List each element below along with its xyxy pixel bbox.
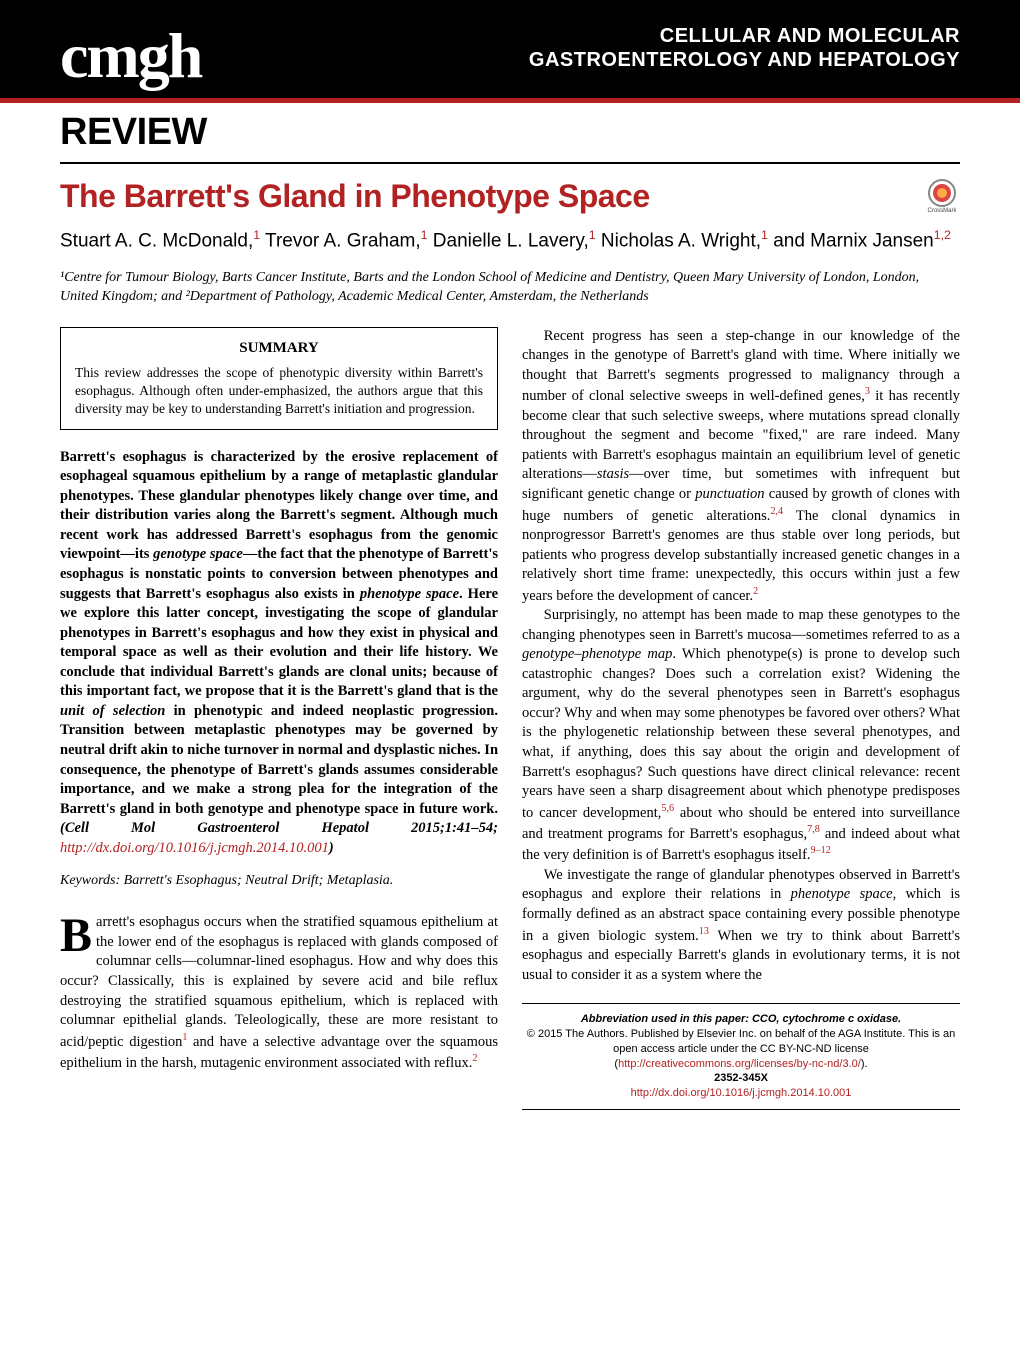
- article-footer: Abbreviation used in this paper: CCO, cy…: [522, 1003, 960, 1110]
- author-name: and Marnix Jansen: [768, 230, 934, 251]
- citation-text: (Cell Mol Gastroenterol Hepatol 2015;1:4…: [60, 820, 498, 836]
- article-type-label: REVIEW: [60, 103, 960, 164]
- abstract-term: phenotype space: [360, 586, 459, 602]
- body-paragraph: Surprisingly, no attempt has been made t…: [522, 606, 960, 866]
- article-body: SUMMARY This review addresses the scope …: [60, 327, 960, 1110]
- author-name: Trevor A. Graham,: [260, 230, 421, 251]
- citation-ref[interactable]: 13: [699, 926, 709, 937]
- body-paragraph: We investigate the range of glandular ph…: [522, 866, 960, 985]
- svg-text:CrossMark: CrossMark: [927, 208, 957, 214]
- article-content: REVIEW The Barrett's Gland in Phenotype …: [0, 103, 1020, 1150]
- affiliation-ref: 1: [421, 228, 428, 242]
- abstract: Barrett's esophagus is characterized by …: [60, 448, 498, 859]
- footer-doi-link[interactable]: http://dx.doi.org/10.1016/j.jcmgh.2014.1…: [631, 1087, 852, 1099]
- citation-ref[interactable]: 2,4: [770, 506, 783, 517]
- summary-text: This review addresses the scope of pheno…: [75, 364, 483, 419]
- citation-ref[interactable]: 7,8: [807, 824, 820, 835]
- body-term: punctuation: [695, 486, 764, 502]
- abstract-text: in phenotypic and indeed neoplastic prog…: [60, 703, 498, 817]
- affiliations: ¹Centre for Tumour Biology, Barts Cancer…: [60, 269, 960, 307]
- keywords-label: Keywords:: [60, 873, 120, 888]
- abstract-term: unit of selection: [60, 703, 165, 719]
- copyright-notice: © 2015 The Authors. Published by Elsevie…: [526, 1027, 956, 1072]
- journal-logo: cmgh: [60, 24, 201, 88]
- author-name: Nicholas A. Wright,: [596, 230, 761, 251]
- body-text: arrett's esophagus occurs when the strat…: [60, 914, 498, 1049]
- summary-heading: SUMMARY: [75, 338, 483, 358]
- body-term: genotype–phenotype map: [522, 646, 672, 662]
- copyright-close: ).: [861, 1058, 868, 1070]
- journal-name: CELLULAR AND MOLECULAR GASTROENTEROLOGY …: [529, 24, 960, 72]
- body-term: stasis: [597, 466, 629, 482]
- author-name: Stuart A. C. McDonald,: [60, 230, 253, 251]
- citation-close: ): [329, 840, 334, 856]
- keywords: Keywords: Barrett's Esophagus; Neutral D…: [60, 872, 498, 891]
- affiliation-ref: 1: [761, 228, 768, 242]
- abbreviation-note: Abbreviation used in this paper: CCO, cy…: [526, 1012, 956, 1027]
- citation-ref[interactable]: 5,6: [661, 803, 674, 814]
- crossmark-icon[interactable]: CrossMark: [924, 178, 960, 214]
- citation-ref[interactable]: 2: [472, 1053, 477, 1064]
- keywords-text: Barrett's Esophagus; Neutral Drift; Meta…: [120, 873, 393, 888]
- abstract-text: . Here we explore this latter concept, i…: [60, 586, 498, 700]
- body-term: phenotype space,: [791, 886, 897, 902]
- journal-name-line2: GASTROENTEROLOGY AND HEPATOLOGY: [529, 48, 960, 72]
- body-paragraph: Recent progress has seen a step-change i…: [522, 327, 960, 606]
- doi-link[interactable]: http://dx.doi.org/10.1016/j.jcmgh.2014.1…: [60, 840, 329, 856]
- journal-header: cmgh CELLULAR AND MOLECULAR GASTROENTERO…: [0, 0, 1020, 98]
- citation-ref[interactable]: 2: [753, 586, 758, 597]
- citation-ref[interactable]: 9–12: [811, 845, 831, 856]
- author-name: Danielle L. Lavery,: [428, 230, 589, 251]
- body-paragraph: Barrett's esophagus occurs when the stra…: [60, 913, 498, 1073]
- affiliation-ref: 1: [589, 228, 596, 242]
- title-row: The Barrett's Gland in Phenotype Space C…: [60, 164, 960, 227]
- journal-name-line1: CELLULAR AND MOLECULAR: [529, 24, 960, 48]
- abstract-term: genotype space: [153, 546, 243, 562]
- summary-box: SUMMARY This review addresses the scope …: [60, 327, 498, 430]
- affiliation-ref: 1,2: [934, 228, 951, 242]
- license-link[interactable]: http://creativecommons.org/licenses/by-n…: [618, 1058, 861, 1070]
- author-list: Stuart A. C. McDonald, 1 Trevor A. Graham…: [60, 227, 960, 255]
- dropcap: B: [60, 913, 96, 957]
- issn: 2352-345X: [526, 1071, 956, 1086]
- body-text: . Which phenotype(s) is prone to develop…: [522, 646, 960, 820]
- body-text: Surprisingly, no attempt has been made t…: [522, 607, 960, 643]
- article-title: The Barrett's Gland in Phenotype Space: [60, 178, 650, 215]
